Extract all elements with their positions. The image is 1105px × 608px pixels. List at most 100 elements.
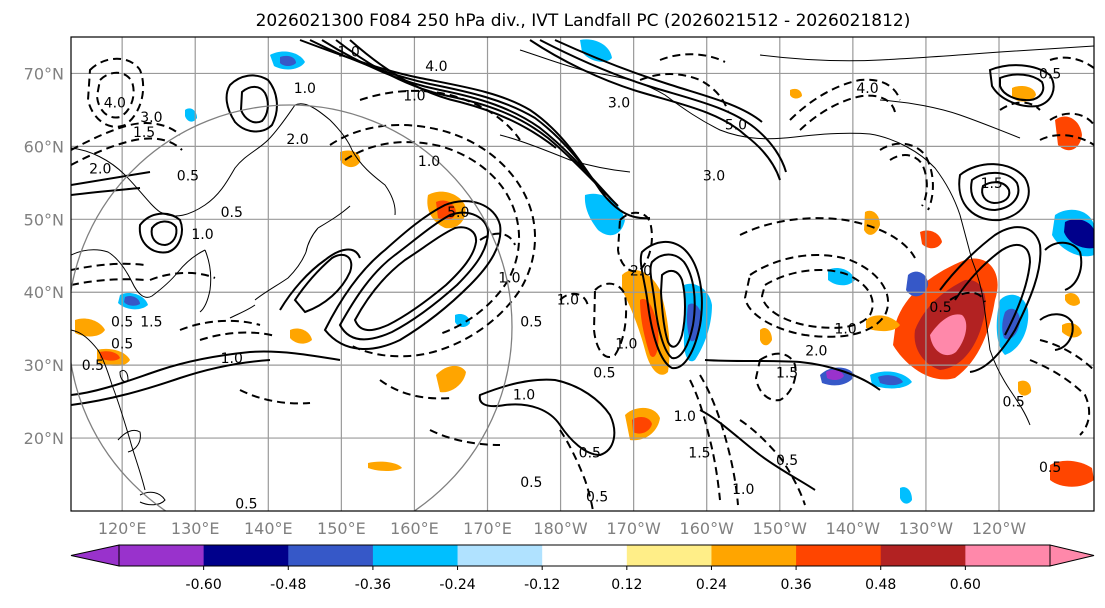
latitude-label: 20°N <box>24 429 64 448</box>
contour-label: 1.0 <box>732 482 754 498</box>
longitude-label: 120°W <box>972 519 1027 538</box>
colorbar: -0.60 -0.48 -0.36 -0.24 -0.12 0.12 0.24 0.36 0.4… <box>70 544 1095 593</box>
contour-label: 0.5 <box>593 365 615 381</box>
longitude-label: 160°W <box>680 519 735 538</box>
contour-label: 1.0 <box>674 409 696 425</box>
colorbar-tick-label: 0.36 <box>781 577 812 593</box>
contour-label: 1.0 <box>294 81 316 97</box>
latitude-label: 60°N <box>24 137 64 156</box>
colorbar-tick-label: 0.48 <box>865 577 896 593</box>
contour-label: 1.5 <box>140 314 162 330</box>
contour-label: 3.0 <box>140 110 162 126</box>
contour-label: 3.0 <box>608 96 630 112</box>
contour-label: 4.0 <box>425 59 447 75</box>
contour-label: 0.5 <box>82 358 104 374</box>
colorbar-swatch <box>542 545 628 566</box>
colorbar-swatch <box>288 545 374 566</box>
contour-label: 0.5 <box>1039 66 1061 82</box>
contour-label: 0.5 <box>929 300 951 316</box>
contour-label: 4.0 <box>104 96 126 112</box>
figure-title: 2026021300 F084 250 hPa div., IVT Landfa… <box>256 11 911 31</box>
contour-label: 1.0 <box>191 227 213 243</box>
contour-label: 3.0 <box>703 169 725 185</box>
contour-label: 1.0 <box>338 45 360 61</box>
longitude-label: 140°W <box>826 519 881 538</box>
contour-label: 1.0 <box>834 322 856 338</box>
colorbar-swatch <box>796 545 882 566</box>
colorbar-swatch <box>372 545 459 566</box>
colorbar-tick-label: -0.48 <box>270 577 306 593</box>
contour-label: 0.5 <box>1039 460 1061 476</box>
colorbar-swatch <box>711 545 797 566</box>
contour-label: 0.5 <box>111 314 133 330</box>
contour-label: 1.0 <box>615 336 637 352</box>
colorbar-swatch <box>119 545 205 566</box>
contour-label: 0.5 <box>776 453 798 469</box>
contour-label: 2.0 <box>630 263 652 279</box>
latitude-labels: 70°N 60°N 50°N 40°N 30°N 20°N <box>24 64 64 448</box>
longitude-label: 140°E <box>244 519 293 538</box>
colorbar-tick-label: -0.36 <box>355 577 391 593</box>
contour-lines <box>71 39 1083 491</box>
divergence-shading <box>75 39 1094 504</box>
longitude-label: 130°E <box>171 519 220 538</box>
map-panel: 4.03.01.52.0 0.50.51.01.01.02.01.01.04.05… <box>70 36 1095 513</box>
longitude-label: 170°W <box>606 519 661 538</box>
contour-label: 0.5 <box>111 336 133 352</box>
contour-label: 0.5 <box>586 489 608 505</box>
contour-label: 1.5 <box>981 176 1003 192</box>
contour-label: 0.5 <box>520 475 542 491</box>
longitude-label: 170°E <box>463 519 512 538</box>
contour-label: 1.5 <box>133 125 155 141</box>
contour-label: 1.0 <box>498 271 520 287</box>
colorbar-high-extend <box>1049 544 1095 567</box>
colorbar-tick-label: -0.12 <box>524 577 560 593</box>
colorbar-tick-label: -0.60 <box>186 577 222 593</box>
contour-label: 2.0 <box>89 161 111 177</box>
contour-label: 5.0 <box>447 205 469 221</box>
colorbar-low-extend <box>70 544 120 567</box>
colorbar-swatch <box>880 545 966 566</box>
latitude-label: 70°N <box>24 64 64 83</box>
contour-label: 1.5 <box>776 365 798 381</box>
colorbar-swatch <box>965 545 1051 566</box>
contour-label: 0.5 <box>221 205 243 221</box>
colorbar-tick-label: 0.12 <box>611 577 642 593</box>
latitude-label: 50°N <box>24 210 64 229</box>
longitude-label: 120°E <box>98 519 147 538</box>
longitude-label: 150°W <box>753 519 808 538</box>
contour-label: 2.0 <box>286 132 308 148</box>
contour-label: 4.0 <box>856 81 878 97</box>
latitude-label: 30°N <box>24 356 64 375</box>
longitude-labels: 120°E 130°E 140°E 150°E 160°E 170°E 180°W 170°W… <box>98 519 1027 538</box>
reference-circle <box>71 104 513 511</box>
colorbar-tick-label: 0.60 <box>950 577 981 593</box>
contour-label: 2.0 <box>805 344 827 360</box>
coastlines <box>71 45 1094 506</box>
colorbar-tick-label: -0.24 <box>439 577 475 593</box>
colorbar-tick-label: 0.24 <box>696 577 727 593</box>
longitude-label: 130°W <box>899 519 954 538</box>
longitude-label: 150°E <box>317 519 366 538</box>
contour-label: 0.5 <box>235 497 257 513</box>
colorbar-swatch <box>203 545 289 566</box>
contour-label: 1.0 <box>403 88 425 104</box>
contour-label: 0.5 <box>1002 395 1024 411</box>
contour-label: 0.5 <box>520 314 542 330</box>
longitude-label: 180°W <box>533 519 588 538</box>
colorbar-frame <box>118 544 1051 567</box>
map-frame <box>70 36 1095 512</box>
contour-lines-negative <box>71 53 1094 511</box>
contour-label: 5.0 <box>725 118 747 134</box>
contour-labels: 4.03.01.52.0 0.50.51.01.01.02.01.01.04.05… <box>82 45 1062 513</box>
colorbar-swatch <box>457 545 543 566</box>
contour-label: 0.5 <box>579 446 601 462</box>
contour-label: 1.0 <box>418 154 440 170</box>
latitude-label: 40°N <box>24 283 64 302</box>
contour-label: 1.0 <box>513 387 535 403</box>
longitude-label: 160°E <box>390 519 439 538</box>
contour-label: 1.0 <box>221 351 243 367</box>
contour-label: 0.5 <box>177 169 199 185</box>
contour-label: 1.0 <box>557 293 579 309</box>
